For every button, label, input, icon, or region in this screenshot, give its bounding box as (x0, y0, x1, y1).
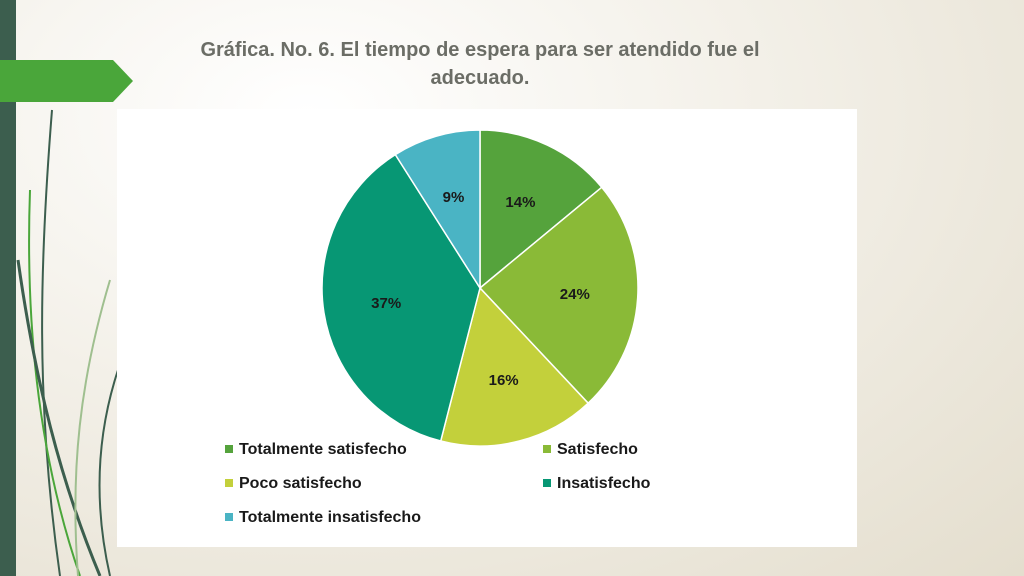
legend-label: Poco satisfecho (239, 475, 362, 492)
legend-label: Satisfecho (557, 441, 638, 458)
pie-slice-1 (478, 186, 639, 405)
pie-chart: 14% 24% 16% 37% 9% (321, 129, 639, 447)
pie-slice-4 (394, 129, 481, 291)
page-title: Gráfica. No. 6. El tiempo de espera para… (200, 39, 760, 89)
sidebar-bar (0, 0, 16, 576)
chart-area: 14% 24% 16% 37% 9% Totalmente satisfecho Sati… (117, 109, 857, 547)
legend-item-3: Insatisfecho (543, 475, 650, 493)
pie-slice-0 (479, 129, 603, 290)
legend-item-1: Satisfecho (543, 441, 638, 459)
legend-item-2: Poco satisfecho (225, 475, 362, 493)
pie-data-label-3: 37% (371, 295, 401, 312)
pie-data-label-0: 14% (505, 194, 535, 211)
decorative-lines (16, 109, 119, 576)
legend-swatch (225, 444, 233, 453)
legend-swatch (543, 478, 551, 487)
legend-swatch (225, 512, 233, 521)
legend-label: Totalmente satisfecho (239, 441, 407, 458)
pie-slice-2 (439, 286, 590, 447)
accent-arrow-tag (0, 60, 133, 102)
pie-data-label-2: 16% (489, 372, 519, 389)
legend-label: Insatisfecho (557, 475, 651, 492)
legend-swatch (543, 444, 551, 453)
legend-item-0: Totalmente satisfecho (225, 441, 407, 459)
legend-item-4: Totalmente insatisfecho (225, 509, 421, 527)
legend-label: Totalmente insatisfecho (239, 509, 421, 526)
pie-data-label-4: 9% (443, 189, 465, 206)
pie-data-label-1: 24% (560, 286, 590, 303)
legend-swatch (225, 478, 233, 487)
